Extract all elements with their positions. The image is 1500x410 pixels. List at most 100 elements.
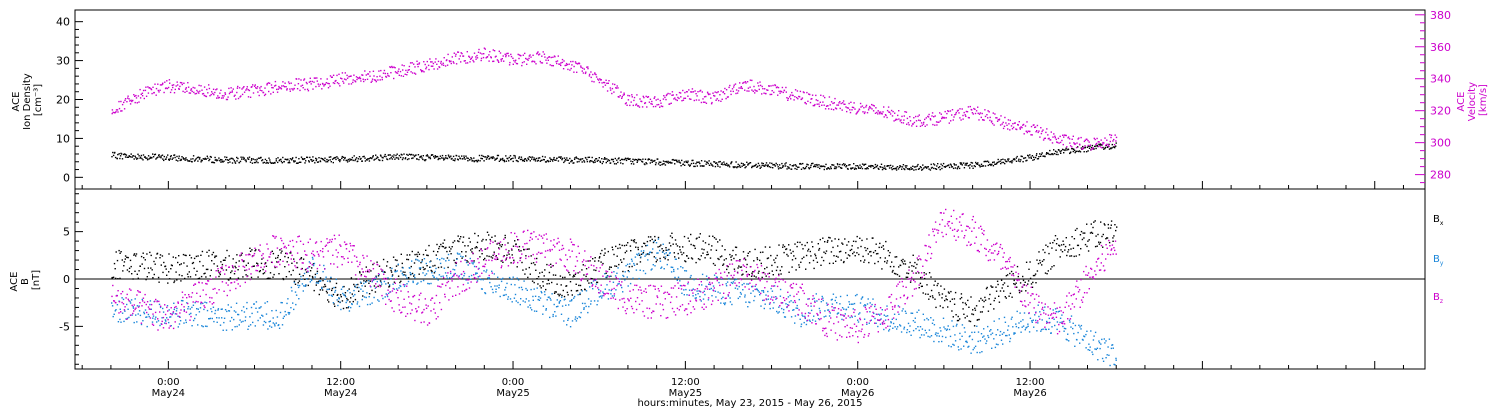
data-point: [133, 321, 135, 324]
data-point: [869, 107, 872, 109]
data-point: [528, 156, 531, 158]
data-point: [333, 286, 335, 289]
data-point: [348, 83, 350, 85]
data-point: [823, 104, 825, 106]
data-point: [345, 307, 348, 309]
data-point: [594, 159, 596, 161]
data-point: [529, 273, 531, 275]
data-point: [885, 315, 887, 317]
data-point: [673, 270, 675, 273]
data-point: [599, 78, 601, 80]
data-point: [564, 276, 566, 279]
data-point: [475, 58, 477, 60]
data-point: [667, 162, 670, 164]
data-point: [573, 162, 575, 164]
data-point: [868, 107, 870, 109]
data-point: [712, 262, 715, 265]
data-point: [720, 297, 723, 300]
data-point: [349, 158, 351, 160]
data-point: [736, 288, 739, 290]
data-point: [599, 292, 601, 294]
data-point: [752, 90, 754, 92]
data-point: [874, 305, 876, 308]
data-point: [223, 259, 225, 261]
data-point: [532, 54, 534, 56]
data-point: [578, 284, 580, 287]
data-point: [964, 317, 966, 319]
data-point: [595, 283, 598, 285]
data-point: [746, 81, 749, 83]
data-point: [1062, 149, 1064, 151]
data-point: [557, 55, 559, 57]
data-point: [954, 114, 956, 116]
data-point: [1086, 223, 1088, 225]
data-point: [493, 50, 496, 52]
data-point: [948, 164, 950, 166]
data-point: [187, 306, 190, 308]
data-point: [715, 238, 717, 240]
data-point: [257, 157, 260, 159]
data-point: [732, 249, 734, 252]
data-point: [1034, 273, 1037, 275]
data-point: [613, 253, 615, 256]
data-point: [128, 267, 131, 269]
data-point: [391, 267, 393, 270]
data-point: [729, 253, 731, 256]
data-point: [913, 166, 916, 168]
data-point: [912, 123, 914, 125]
data-point: [783, 245, 786, 248]
data-point: [520, 55, 522, 57]
data-point: [482, 238, 484, 241]
data-point: [156, 252, 159, 255]
data-point: [275, 309, 277, 312]
data-point: [773, 91, 775, 94]
data-point: [1087, 240, 1089, 242]
data-point: [802, 248, 804, 250]
data-point: [1006, 274, 1009, 276]
data-point: [380, 285, 382, 287]
data-point: [379, 154, 382, 156]
data-point: [1079, 144, 1081, 146]
data-point: [685, 161, 688, 163]
data-point: [172, 157, 174, 159]
data-point: [512, 160, 514, 163]
data-point: [156, 157, 158, 159]
data-point: [609, 162, 612, 164]
data-point: [818, 103, 820, 105]
data-point: [371, 289, 373, 292]
data-point: [359, 271, 361, 273]
data-point: [464, 245, 466, 247]
data-point: [1011, 160, 1014, 162]
data-point: [175, 271, 177, 273]
data-point: [247, 328, 249, 330]
data-point: [680, 251, 682, 253]
tick-label: 380: [1430, 9, 1451, 22]
data-point: [872, 110, 875, 112]
data-point: [547, 296, 549, 299]
data-point: [118, 153, 120, 155]
data-point: [544, 269, 546, 271]
data-point: [960, 296, 963, 299]
data-point: [1059, 141, 1062, 144]
data-point: [1079, 234, 1082, 236]
data-point: [139, 314, 142, 317]
data-point: [749, 301, 751, 304]
data-point: [885, 114, 887, 117]
data-point: [557, 305, 559, 308]
data-point: [670, 266, 672, 268]
data-point: [844, 313, 846, 315]
data-point: [804, 244, 806, 247]
data-point: [140, 323, 143, 326]
data-point: [241, 158, 243, 160]
data-point: [365, 296, 367, 299]
data-point: [413, 275, 415, 277]
data-point: [185, 157, 187, 159]
data-point: [478, 48, 480, 51]
data-point: [715, 99, 717, 101]
data-point: [510, 158, 512, 161]
data-point: [473, 261, 475, 264]
data-point: [1044, 272, 1047, 274]
data-point: [1017, 275, 1019, 278]
data-point: [545, 161, 547, 163]
data-point: [1055, 249, 1057, 251]
